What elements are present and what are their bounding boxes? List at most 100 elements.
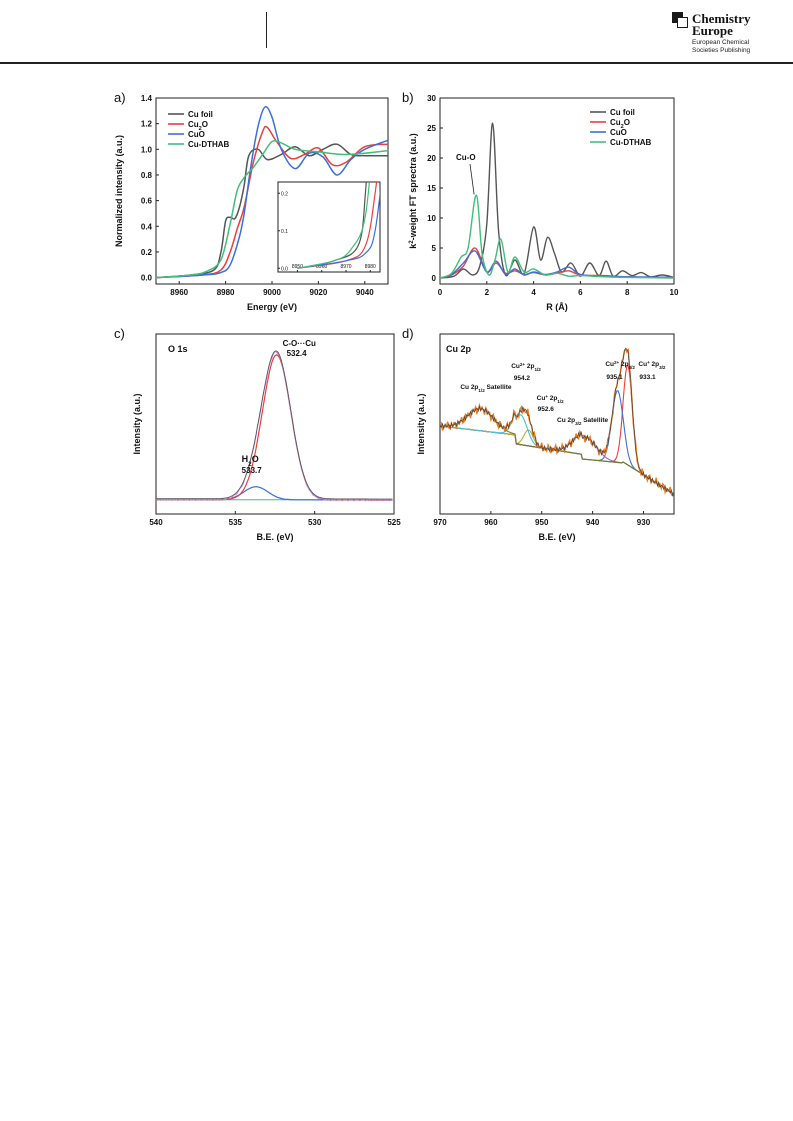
page-header: Chemistry Europe European Chemical Socie… xyxy=(0,0,793,64)
annotation-arrow xyxy=(469,163,475,195)
x-axis-label: Energy (eV) xyxy=(247,302,297,312)
x-tick-label: 940 xyxy=(586,518,600,527)
component-peak xyxy=(440,390,674,495)
series-line xyxy=(156,106,388,279)
envelope-fit xyxy=(440,347,674,497)
envelope-fit xyxy=(156,350,393,500)
logo-mark-icon xyxy=(672,12,688,28)
logo-name-line2: Europe xyxy=(692,23,733,38)
inset-series-line xyxy=(297,189,380,269)
annotation-h2o: H2O xyxy=(242,454,259,468)
x-tick-label: 8980 xyxy=(217,288,235,297)
panel-label-c: c) xyxy=(114,326,125,341)
logo-subtitle-line1: European Chemical xyxy=(692,39,750,46)
inset-series-line xyxy=(297,182,371,269)
annotation-cu2p-2p12: Cu2+ 2p1/2 xyxy=(511,362,541,372)
plot-frame xyxy=(155,333,395,515)
header-rule xyxy=(0,62,793,64)
annotation-933-1: 933.1 xyxy=(639,374,656,381)
y-axis-label: k2-weight FT sprectra (a.u.) xyxy=(408,133,419,249)
x-axis-label: B.E. (eV) xyxy=(538,532,575,542)
series-line xyxy=(440,194,674,279)
series-line xyxy=(156,125,388,279)
logo-subtitle-line2: Societies Publishing xyxy=(692,47,751,54)
x-tick-label: 530 xyxy=(308,518,322,527)
annotation-954-2: 954.2 xyxy=(514,375,531,382)
x-axis-label: B.E. (eV) xyxy=(256,532,293,542)
x-tick-label: 9000 xyxy=(263,288,281,297)
x-tick-label: 930 xyxy=(637,518,651,527)
y-tick-label: 25 xyxy=(427,124,436,133)
x-tick-label: 960 xyxy=(484,518,498,527)
raw-data xyxy=(156,350,393,502)
y-tick-label: 0.4 xyxy=(141,222,153,231)
background-fit xyxy=(440,425,674,495)
component-peak xyxy=(440,425,674,495)
annotation-952-6: 952.6 xyxy=(538,406,555,413)
y-tick-label: 0.2 xyxy=(141,248,153,257)
series-group xyxy=(440,122,674,279)
legend-label: Cu2O xyxy=(188,120,208,132)
x-tick-label: 8960 xyxy=(170,288,188,297)
inset-y-tick-label: 0.2 xyxy=(281,191,288,197)
inset-x-tick-label: 8970 xyxy=(340,264,351,270)
cu-o-annotation: Cu-O xyxy=(456,153,476,162)
inset-series-line xyxy=(297,182,378,269)
legend-label: Cu foil xyxy=(188,110,213,119)
x-tick-label: 10 xyxy=(670,288,679,297)
annotation-cu-2p12-satellite: Cu 2p1/2 Satellite xyxy=(460,384,512,393)
y-tick-label: 15 xyxy=(427,184,436,193)
y-tick-label: 1.2 xyxy=(141,120,153,129)
y-tick-label: 1.0 xyxy=(141,145,153,154)
header-divider xyxy=(266,12,267,48)
y-tick-label: 30 xyxy=(427,94,436,103)
annotation-cup-2p32: Cu+ 2p3/2 xyxy=(638,360,666,370)
panel-title: Cu 2p xyxy=(446,344,472,354)
series-group xyxy=(440,347,674,497)
annotation-cu-2p32-satellite: Cu 2p3/2 Satellite xyxy=(557,417,609,426)
series-group xyxy=(156,350,393,502)
series-line xyxy=(440,122,674,279)
legend-label: Cu-DTHAB xyxy=(188,140,230,149)
x-tick-label: 9020 xyxy=(310,288,328,297)
y-tick-label: 20 xyxy=(427,154,436,163)
inset-series-group xyxy=(297,182,380,269)
legend-label: Cu-DTHAB xyxy=(610,138,652,147)
legend-label: CuO xyxy=(610,128,627,137)
component-peak xyxy=(440,425,674,495)
annotation-532-4: 532.4 xyxy=(287,349,308,358)
inset-x-tick-label: 8960 xyxy=(316,264,327,270)
annotation-935-1: 935.1 xyxy=(606,374,623,381)
y-axis-label: Intensity (a.u.) xyxy=(132,393,142,454)
inset-y-tick-label: 0.1 xyxy=(281,229,288,235)
legend-label: Cu foil xyxy=(610,108,635,117)
legend-label: CuO xyxy=(188,130,205,139)
annotation-cu2p-2p32: Cu2+ 2p3/2 xyxy=(605,360,635,370)
panel-label-d: d) xyxy=(402,326,414,341)
y-tick-label: 5 xyxy=(432,244,437,253)
y-tick-label: 0.6 xyxy=(141,197,153,206)
plot-frame xyxy=(439,97,675,285)
x-tick-label: 970 xyxy=(433,518,447,527)
c-o-cu-peak xyxy=(156,354,393,501)
x-tick-label: 0 xyxy=(438,288,443,297)
inset-series-line xyxy=(297,182,367,269)
legend-label: Cu2O xyxy=(610,118,630,130)
inset-y-tick-label: 0.0 xyxy=(281,266,288,272)
series-line xyxy=(156,140,388,279)
y-tick-label: 0.0 xyxy=(141,274,153,283)
x-tick-label: 535 xyxy=(229,518,243,527)
annotation-c-o-cu: C-O···Cu xyxy=(283,339,316,348)
y-axis-label: Normalized intensity (a.u.) xyxy=(114,135,124,247)
x-tick-label: 6 xyxy=(578,288,583,297)
y-tick-label: 0 xyxy=(432,274,437,283)
x-tick-label: 2 xyxy=(485,288,490,297)
panel-label-b: b) xyxy=(402,90,414,105)
annotation-cup-2p12: Cu+ 2p1/2 xyxy=(537,394,565,404)
x-tick-label: 4 xyxy=(531,288,536,297)
chemistry-europe-logo: Chemistry Europe European Chemical Socie… xyxy=(672,12,792,56)
inset-x-tick-label: 8980 xyxy=(365,264,376,270)
annotation-533-7: 533.7 xyxy=(242,466,263,475)
series-group xyxy=(156,106,388,279)
y-axis-label: Intensity (a.u.) xyxy=(416,393,426,454)
